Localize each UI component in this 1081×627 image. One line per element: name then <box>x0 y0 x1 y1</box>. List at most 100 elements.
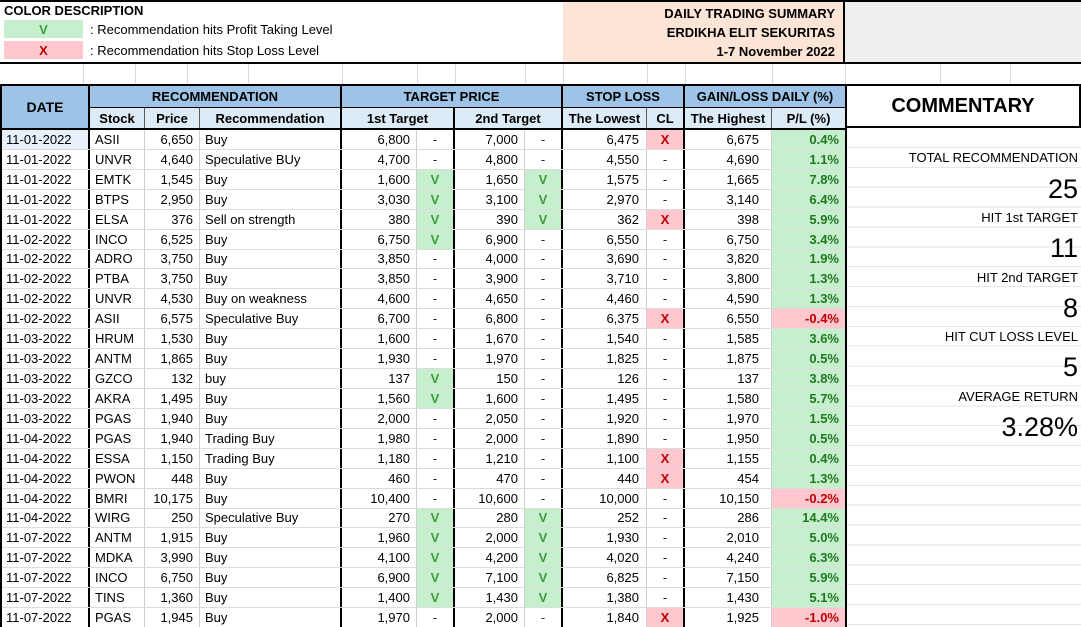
cell-1st-target[interactable]: 1,180 <box>342 448 417 468</box>
cell-pl-percent[interactable]: -0.4% <box>772 309 845 329</box>
commentary-stat-value[interactable]: 25 <box>1047 173 1078 204</box>
cell-1st-target[interactable]: 6,700 <box>342 309 417 329</box>
cell-the-lowest[interactable]: 2,970 <box>563 189 647 209</box>
cell-2nd-target[interactable]: 4,000 <box>455 249 525 269</box>
cell-2nd-target[interactable]: 1,650 <box>455 169 525 189</box>
cell-recommendation[interactable]: Speculative Buy <box>200 309 342 329</box>
cell-1st-target-flag[interactable]: V <box>417 388 455 408</box>
cell-the-lowest[interactable]: 4,460 <box>563 289 647 309</box>
cell-1st-target-flag[interactable]: V <box>417 209 455 229</box>
cell-stock[interactable]: INCO <box>90 229 145 249</box>
cell-recommendation[interactable]: Buy on weakness <box>200 289 342 309</box>
cell-1st-target[interactable]: 3,850 <box>342 269 417 289</box>
cell-pl-percent[interactable]: 6.3% <box>772 548 845 568</box>
cell-the-highest[interactable]: 7,150 <box>685 568 772 588</box>
cell-1st-target[interactable]: 6,800 <box>342 130 417 149</box>
cell-cut-loss-flag[interactable]: - <box>647 369 685 388</box>
cell-the-highest[interactable]: 1,665 <box>685 169 772 189</box>
cell-2nd-target-flag[interactable]: V <box>525 209 563 229</box>
cell-stock[interactable]: PTBA <box>90 269 145 289</box>
cell-the-highest[interactable]: 1,875 <box>685 349 772 369</box>
cell-date[interactable]: 11-01-2022 <box>2 130 90 149</box>
cell-the-highest[interactable]: 2,010 <box>685 528 772 548</box>
cell-recommendation[interactable]: Buy <box>200 568 342 588</box>
cell-date[interactable]: 11-02-2022 <box>2 269 90 289</box>
cell-recommendation[interactable]: Buy <box>200 229 342 249</box>
cell-price[interactable]: 6,750 <box>145 568 200 588</box>
cell-recommendation[interactable]: Buy <box>200 528 342 548</box>
cell-the-highest[interactable]: 3,800 <box>685 269 772 289</box>
cell-2nd-target[interactable]: 6,900 <box>455 229 525 249</box>
cell-2nd-target[interactable]: 4,200 <box>455 548 525 568</box>
cell-2nd-target[interactable]: 7,000 <box>455 130 525 149</box>
cell-pl-percent[interactable]: 3.8% <box>772 369 845 388</box>
cell-the-lowest[interactable]: 252 <box>563 508 647 528</box>
cell-date[interactable]: 11-02-2022 <box>2 229 90 249</box>
cell-pl-percent[interactable]: -1.0% <box>772 608 845 627</box>
cell-2nd-target[interactable]: 1,600 <box>455 388 525 408</box>
cell-cut-loss-flag[interactable]: X <box>647 130 685 149</box>
cell-2nd-target-flag[interactable]: - <box>525 428 563 448</box>
cell-date[interactable]: 11-01-2022 <box>2 169 90 189</box>
cell-date[interactable]: 11-07-2022 <box>2 568 90 588</box>
cell-stock[interactable]: EMTK <box>90 169 145 189</box>
cell-the-highest[interactable]: 10,150 <box>685 488 772 508</box>
cell-the-highest[interactable]: 4,690 <box>685 149 772 169</box>
cell-pl-percent[interactable]: 1.3% <box>772 468 845 488</box>
cell-2nd-target[interactable]: 2,000 <box>455 428 525 448</box>
cell-cut-loss-flag[interactable]: - <box>647 568 685 588</box>
cell-the-lowest[interactable]: 1,890 <box>563 428 647 448</box>
cell-2nd-target-flag[interactable]: - <box>525 468 563 488</box>
cell-2nd-target-flag[interactable]: - <box>525 329 563 349</box>
cell-the-lowest[interactable]: 1,380 <box>563 588 647 608</box>
cell-1st-target[interactable]: 1,930 <box>342 349 417 369</box>
cell-2nd-target[interactable]: 6,800 <box>455 309 525 329</box>
cell-stock[interactable]: ANTM <box>90 349 145 369</box>
cell-1st-target[interactable]: 137 <box>342 369 417 388</box>
cell-recommendation[interactable]: Buy <box>200 329 342 349</box>
cell-cut-loss-flag[interactable]: - <box>647 548 685 568</box>
cell-2nd-target[interactable]: 1,970 <box>455 349 525 369</box>
cell-the-lowest[interactable]: 6,825 <box>563 568 647 588</box>
cell-1st-target[interactable]: 4,100 <box>342 548 417 568</box>
cell-recommendation[interactable]: Speculative BUy <box>200 149 342 169</box>
cell-1st-target[interactable]: 2,000 <box>342 408 417 428</box>
cell-2nd-target-flag[interactable]: - <box>525 309 563 329</box>
cell-stock[interactable]: PGAS <box>90 608 145 627</box>
cell-1st-target-flag[interactable]: - <box>417 309 455 329</box>
cell-date[interactable]: 11-01-2022 <box>2 189 90 209</box>
cell-2nd-target[interactable]: 1,210 <box>455 448 525 468</box>
cell-pl-percent[interactable]: 5.0% <box>772 528 845 548</box>
cell-recommendation[interactable]: Trading Buy <box>200 428 342 448</box>
cell-1st-target[interactable]: 3,030 <box>342 189 417 209</box>
cell-date[interactable]: 11-03-2022 <box>2 349 90 369</box>
cell-price[interactable]: 4,530 <box>145 289 200 309</box>
cell-pl-percent[interactable]: 5.9% <box>772 209 845 229</box>
cell-stock[interactable]: ASII <box>90 130 145 149</box>
cell-cut-loss-flag[interactable]: - <box>647 269 685 289</box>
cell-cut-loss-flag[interactable]: - <box>647 428 685 448</box>
cell-stock[interactable]: ANTM <box>90 528 145 548</box>
cell-2nd-target-flag[interactable]: - <box>525 369 563 388</box>
cell-pl-percent[interactable]: 0.4% <box>772 130 845 149</box>
cell-pl-percent[interactable]: -0.2% <box>772 488 845 508</box>
cell-1st-target-flag[interactable]: V <box>417 568 455 588</box>
cell-1st-target-flag[interactable]: - <box>417 428 455 448</box>
cell-the-lowest[interactable]: 6,475 <box>563 130 647 149</box>
cell-1st-target-flag[interactable]: - <box>417 149 455 169</box>
cell-the-lowest[interactable]: 1,840 <box>563 608 647 627</box>
cell-stock[interactable]: UNVR <box>90 289 145 309</box>
cell-stock[interactable]: BTPS <box>90 189 145 209</box>
cell-stock[interactable]: PWON <box>90 468 145 488</box>
commentary-stat-value[interactable]: 11 <box>1049 233 1078 264</box>
cell-cut-loss-flag[interactable]: - <box>647 488 685 508</box>
cell-1st-target[interactable]: 10,400 <box>342 488 417 508</box>
cell-2nd-target-flag[interactable]: V <box>525 528 563 548</box>
cell-stock[interactable]: MDKA <box>90 548 145 568</box>
cell-stock[interactable]: PGAS <box>90 428 145 448</box>
cell-1st-target-flag[interactable]: V <box>417 229 455 249</box>
cell-the-highest[interactable]: 137 <box>685 369 772 388</box>
cell-recommendation[interactable]: Buy <box>200 548 342 568</box>
cell-2nd-target[interactable]: 2,050 <box>455 408 525 428</box>
cell-the-lowest[interactable]: 1,495 <box>563 388 647 408</box>
